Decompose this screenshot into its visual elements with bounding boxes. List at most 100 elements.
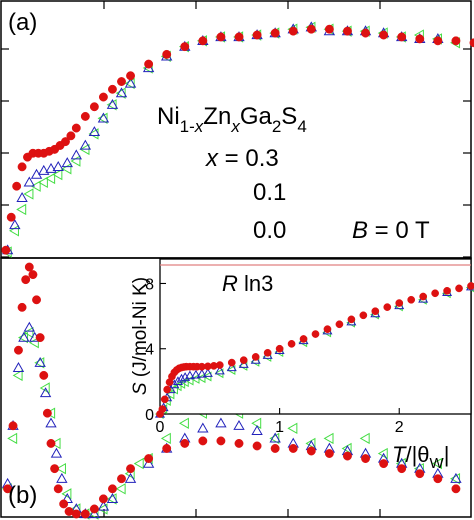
data-point [133,457,144,470]
data-point [1,245,11,255]
data-point [371,307,380,316]
inset-x-tick-label: 0 [156,419,165,436]
data-point [216,436,226,446]
data-point [198,36,208,46]
data-point [3,484,13,494]
data-point [379,459,389,469]
data-point [108,84,117,94]
data-point [28,336,39,349]
data-point [275,344,284,353]
data-point [50,447,63,458]
data-point [226,364,236,375]
data-point [39,387,52,398]
data-point [467,282,474,290]
data-point [234,438,244,448]
data-point [226,362,237,372]
inset-plot [154,281,474,420]
data-point [56,472,68,483]
data-point [144,454,154,464]
data-point [66,131,76,141]
inset-x-tick-label: 1 [275,419,284,436]
data-point [323,432,334,445]
data-point [80,509,90,519]
data-point [34,356,46,367]
data-point [21,275,31,285]
data-point [251,353,260,361]
data-point [270,444,280,453]
data-point [98,494,108,504]
data-point [202,368,213,377]
data-point [70,155,81,167]
data-point [160,395,169,404]
series-x-0-0 [3,262,461,519]
data-point [61,157,73,168]
data-point [28,270,38,280]
data-point [144,59,154,69]
data-point [311,330,320,338]
inset-x-axis-label: T/|θW| [392,442,449,472]
data-point [45,162,57,173]
data-point [8,421,18,431]
data-point [23,326,34,339]
data-point [61,137,70,147]
data-point [39,370,49,380]
data-point [180,42,190,52]
data-point [431,289,439,298]
panel-b-label: (b) [8,482,37,509]
data-point [270,28,280,38]
panel-b-plot [1,262,462,520]
data-point [117,77,126,86]
data-point [176,373,187,383]
data-point [56,462,66,475]
data-point [239,356,248,365]
data-point [126,71,135,81]
data-point [197,422,209,433]
data-point [287,422,298,435]
inset-y-tick-label: 4 [145,342,154,359]
data-point [12,362,25,372]
legend-x03: x = 0.3 [205,145,279,172]
data-point [433,474,443,484]
data-point [42,408,52,418]
data-point [124,77,137,88]
data-point [97,112,110,123]
data-point [18,331,29,344]
inset-y-axis-label: S (J/mol-Ni K) [130,277,151,395]
data-point [288,26,298,36]
data-point [324,24,334,34]
data-point [115,483,126,495]
data-point [306,446,316,456]
data-point [23,176,35,187]
data-point [115,87,128,98]
data-point [162,49,172,59]
data-point [115,87,126,99]
data-point [126,464,135,474]
data-point [9,225,19,237]
data-point [407,295,416,304]
data-point [97,503,108,515]
data-point [343,26,352,36]
data-point [451,484,461,494]
data-point [158,405,167,413]
data-point [415,469,425,479]
data-point [70,149,82,160]
data-point [184,370,195,380]
data-point [269,432,280,445]
data-point [6,212,16,222]
data-point [53,484,63,494]
data-point [252,441,262,451]
data-point [379,30,389,40]
data-point [341,442,352,455]
data-point [190,369,201,379]
data-point [451,36,461,46]
data-point [299,335,308,343]
inset-y-tick-label: 8 [145,276,154,293]
data-point [227,358,236,367]
data-point [79,139,92,150]
data-point [215,417,227,428]
series-x-0-0 [1,24,474,255]
data-point [17,162,27,172]
series-x-0-0 [156,282,474,418]
data-point [35,333,45,343]
